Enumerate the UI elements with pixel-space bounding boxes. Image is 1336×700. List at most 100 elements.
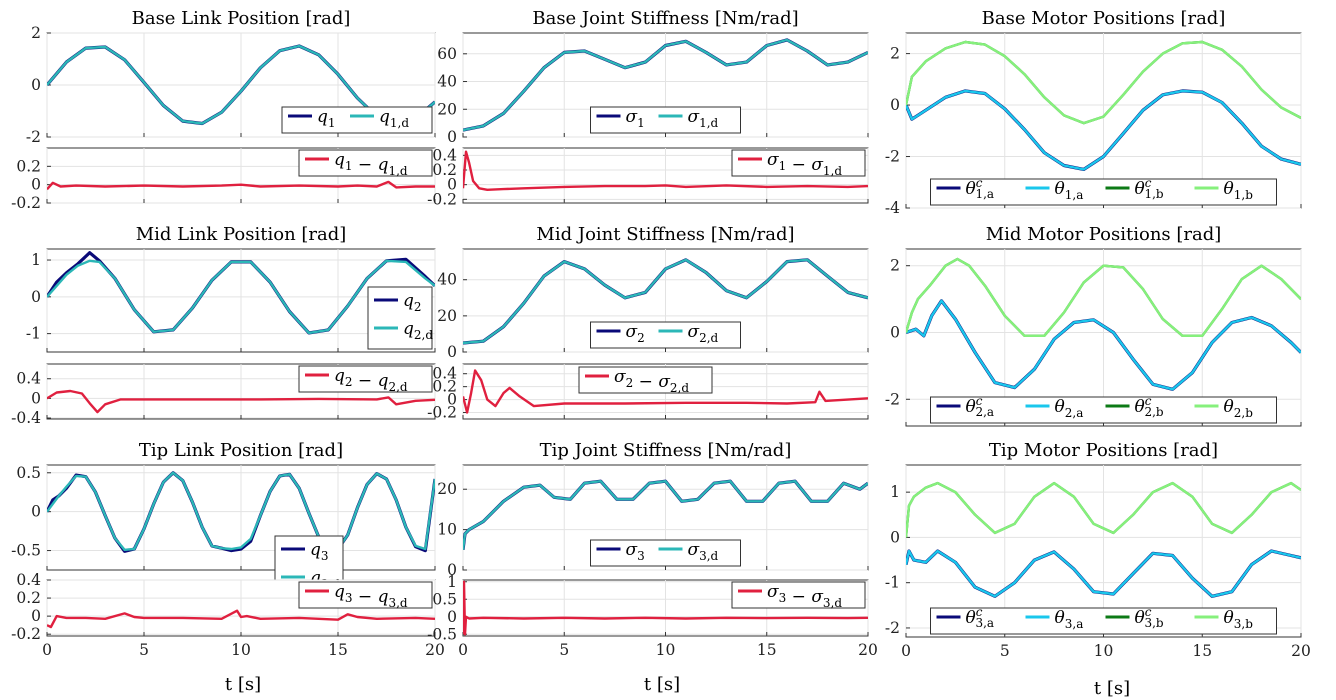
series-line [906,481,1301,538]
series-line [47,609,435,629]
legend-label: θ3,a [1055,608,1084,631]
legend-label: σ2,d [688,322,719,345]
y-tick-label: -0.4 [11,409,41,427]
legend-box [298,149,433,177]
y-tick-label: -1 [885,574,900,592]
x-tick-label: 10 [231,641,251,659]
legend-label: q2,d [403,319,433,342]
legend-label: σ1 [626,107,645,130]
x-tick-label: 5 [1000,642,1010,660]
x-tick-label: 20 [858,641,878,659]
chart-mid-link: Mid Link Position [rad] -1 0 1 q2 q2,d [26,224,436,353]
legend-label: θ1,a [1055,179,1084,202]
series-line [47,389,435,414]
chart-title: Tip Joint Stiffness [Nm/rad] [540,440,792,461]
legend-label: θc 3,a [966,605,995,630]
x-tick-label: 20 [425,641,445,659]
legend-label: θ1,b [1224,179,1254,202]
legend-label: q3 [310,540,329,563]
x-tick-label: 5 [139,641,149,659]
legend-box [298,581,433,609]
x-tick-label: 0 [901,642,911,660]
legend-label: θc 2,a [966,394,995,419]
legend-box [578,366,713,394]
y-tick-label: 2 [890,257,900,275]
y-tick-label: 0.2 [16,157,41,175]
y-tick-label: 2 [890,45,900,63]
legend: σ3 σ3,d [590,539,741,567]
chart-base-link: Base Link Position [rad] -2 0 2 q1 q1,d [26,8,436,146]
chart-base-motor: Base Motor Positions [rad] -4 -2 0 2 θc 1,a θ1,… [885,8,1302,217]
series-line [906,40,1301,125]
y-tick-label: -0.5 [427,625,457,643]
y-tick-label: 0 [31,503,41,521]
legend-label: σ2 [626,322,645,345]
legend: θc 1,a θ1,a θc 1,b θ1,b [930,176,1277,206]
chart-title: Tip Link Position [rad] [139,440,343,461]
chart-title: Mid Link Position [rad] [136,224,347,245]
y-tick-label: 0.2 [432,161,457,179]
y-tick-label: 0 [31,607,41,625]
y-tick-label: 0.2 [432,378,457,396]
y-tick-label: 0 [447,128,457,146]
y-tick-label: 0.5 [16,464,41,482]
legend-label: σ2 − σ2,d [614,367,689,395]
legend-label: θ2,b [1224,397,1254,420]
x-tick-label: 15 [328,641,348,659]
chart-base-stiff-err: -0.200.20.4 σ1 − σ1,d [427,146,869,208]
legend-label: q1,d [379,107,409,130]
legend-label: q1 − q1,d [334,150,408,178]
legend-box [930,607,1277,635]
series-line [47,471,435,551]
legend: q2 q2,d [367,286,433,350]
y-tick-label: 0 [447,561,457,579]
legend-box [731,581,866,609]
y-tick-label: -2 [885,148,900,166]
x-tick-label: 0 [458,641,468,659]
y-tick-label: 0.5 [432,590,457,608]
x-axis-label-col2: t [s] [644,674,680,695]
y-tick-label: 0 [447,343,457,361]
y-tick-label: -4 [885,199,900,217]
legend: θc 3,a θ3,a θc 3,b θ3,b [930,605,1277,635]
x-tick-label: 20 [1291,642,1311,660]
x-axis-label-col3: t [s] [1094,678,1130,699]
legend-label: q1 [317,107,336,130]
y-tick-label: -0.2 [11,194,41,212]
legend-label: σ1 − σ1,d [767,150,842,178]
y-tick-label: 0.2 [16,589,41,607]
y-tick-label: 0 [447,176,457,194]
legend-box [731,149,866,177]
y-tick-label: 1 [890,483,900,501]
y-tick-label: -0.2 [427,190,457,208]
legend: σ2 − σ2,d [578,366,713,395]
series-line [47,180,435,191]
chart-base-link-err: -0.200.2 q1 − q1,d [11,147,436,212]
chart-mid-stiff: Mid Joint Stiffness [Nm/rad] 0 20 40 σ2 σ2,d [437,224,869,361]
x-tick-label: 15 [757,641,777,659]
y-tick-label: 20 [437,307,457,325]
legend-label: θ3,b [1224,608,1254,631]
legend-label: θc 2,b [1135,394,1164,419]
chart-title: Base Link Position [rad] [132,8,351,29]
y-tick-label: -0.2 [427,404,457,422]
legend-label: σ1,d [688,107,719,130]
legend: σ3 − σ3,d [731,581,866,610]
chart-title: Base Joint Stiffness [Nm/rad] [532,8,798,29]
legend: σ1 σ1,d [590,106,741,134]
legend: q3 − q3,d [298,581,433,610]
y-tick-label: -2 [885,619,900,637]
x-tick-label: 15 [1192,642,1212,660]
chart-tip-link: Tip Link Position [rad]-0.500.5q3q3,d [11,440,436,599]
legend-box [367,286,433,350]
series-line [906,257,1301,337]
legend-label: σ3 [626,540,645,563]
legend-box [298,365,433,393]
series-line [47,259,435,335]
y-tick-label: 0 [447,608,457,626]
